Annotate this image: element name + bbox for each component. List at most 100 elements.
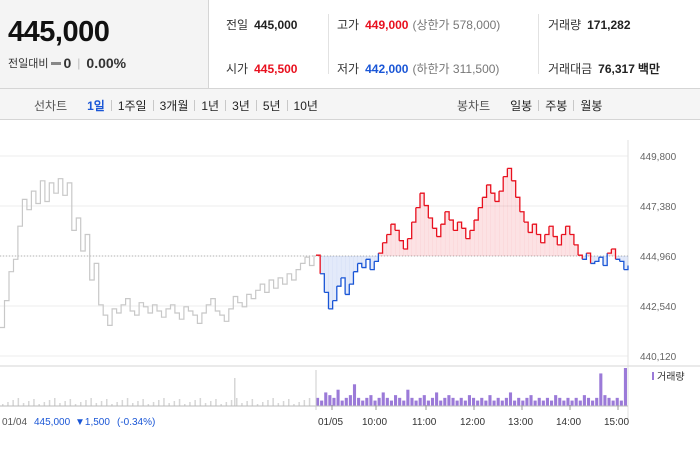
tab-1week[interactable]: 1주일	[117, 99, 147, 113]
volume-bar	[447, 395, 451, 406]
volume-bar	[529, 395, 533, 406]
fill-segment	[611, 248, 616, 256]
price-segment	[407, 222, 413, 240]
prev-volume-bar	[230, 400, 233, 406]
fill-segment	[536, 234, 541, 256]
y-tick-label: 440,120	[640, 352, 677, 363]
fill-segment	[457, 222, 462, 256]
volume-bar	[385, 397, 389, 406]
prev-day-close: 445,000	[34, 417, 71, 428]
fill-segment	[603, 256, 608, 266]
fill-segment	[565, 226, 571, 256]
fill-segment	[390, 224, 396, 256]
prev-volume-bar	[298, 402, 300, 406]
prev-volume-bar	[220, 404, 222, 406]
tab-1day[interactable]: 1일	[87, 99, 105, 113]
fill-segment	[395, 230, 400, 256]
fill-segment	[370, 256, 375, 270]
tab-1year[interactable]: 1년	[201, 99, 220, 113]
fill-segment	[544, 234, 550, 256]
fill-segment	[461, 228, 467, 256]
volume-bar	[574, 397, 578, 406]
fill-segment	[399, 240, 404, 256]
price-segment	[328, 300, 334, 310]
fill-segment	[528, 232, 533, 256]
prev-day-date: 01/04	[2, 417, 27, 428]
fill-segment	[411, 222, 417, 256]
prev-volume-bar	[80, 402, 82, 406]
chart-grid	[0, 140, 700, 420]
fill-segment	[548, 226, 554, 256]
price-segment	[336, 277, 342, 287]
tab-10year[interactable]: 10년	[293, 99, 318, 113]
x-tick-label: 13:00	[508, 417, 533, 428]
tab-daily-candle[interactable]: 일봉	[510, 99, 533, 113]
tab-3month[interactable]: 3개월	[159, 99, 189, 113]
prev-label: 전일	[226, 18, 249, 32]
x-axis-labels: 01/05 10:00 11:00 12:00 13:00 14:00 15:00	[315, 370, 629, 428]
price-segment	[374, 253, 380, 263]
fill-segment	[503, 176, 508, 256]
prev-volume-bar	[241, 403, 243, 406]
price-segment	[561, 226, 567, 236]
prev-volume-bar	[236, 398, 238, 406]
prev-volume-bar	[48, 400, 51, 406]
prev-volume-bar	[168, 403, 170, 406]
fill-segment	[474, 220, 479, 256]
fill-segment	[478, 207, 483, 256]
prev-volume-bar	[111, 404, 113, 406]
amount-unit: 백만	[637, 62, 660, 76]
price-segment	[573, 244, 579, 256]
tab-5year[interactable]: 5년	[262, 99, 281, 113]
volume-bar	[443, 397, 447, 406]
current-price-box: 445,000 전일대비 0 | 0.00%	[0, 0, 209, 88]
fill-segment	[432, 228, 437, 256]
divider	[538, 14, 539, 74]
prev-volume-bar	[267, 400, 269, 406]
fill-segment	[582, 256, 587, 260]
price-segment	[378, 242, 384, 254]
price-segment	[569, 233, 575, 245]
price-segment	[361, 259, 367, 269]
price-segment	[515, 196, 521, 212]
tab-3year[interactable]: 3년	[232, 99, 250, 113]
tab-monthly-candle[interactable]: 월봉	[580, 99, 603, 113]
volume-bar	[615, 397, 619, 406]
prev-volume-bar	[199, 398, 202, 406]
prev-volume-bar	[288, 399, 290, 406]
prev-volume-bar	[210, 401, 212, 406]
price-chart[interactable]: 449,800 447,380 444,960 442,540 440,120 01/0…	[0, 120, 700, 450]
volume-bar	[451, 397, 455, 406]
volume-bar	[369, 395, 373, 406]
prev-volume-bar	[95, 403, 98, 406]
price-segment	[436, 224, 442, 238]
price-segment	[548, 225, 554, 237]
volume-bar	[566, 397, 570, 406]
fill-segment	[486, 184, 492, 256]
fill-segment	[524, 222, 529, 256]
price-segment	[478, 197, 484, 209]
price-segment	[324, 291, 330, 309]
price-segment	[444, 211, 450, 221]
volume-bar	[398, 397, 402, 406]
fill-segment	[345, 256, 350, 295]
candle-chart-title: 봉차트	[457, 99, 491, 113]
volume-bar	[316, 397, 320, 406]
fill-segment	[540, 242, 546, 256]
tab-weekly-candle[interactable]: 주봉	[545, 99, 568, 113]
prev-volume-bar	[2, 404, 4, 406]
volume-bar	[603, 395, 607, 406]
prev-volume-bar	[293, 404, 295, 406]
volume-bar	[619, 400, 623, 406]
price-segment	[453, 222, 459, 232]
prev-volume-bar	[28, 401, 30, 406]
fill-segment	[532, 224, 537, 256]
high-value: 449,000	[365, 18, 409, 32]
change-fill	[316, 168, 629, 309]
volume-bar	[517, 397, 521, 406]
volume-bar	[562, 400, 566, 406]
volume-bar	[467, 395, 471, 406]
prev-volume-bar	[7, 402, 9, 406]
price-segment	[432, 227, 438, 237]
volume-bar	[472, 397, 476, 406]
